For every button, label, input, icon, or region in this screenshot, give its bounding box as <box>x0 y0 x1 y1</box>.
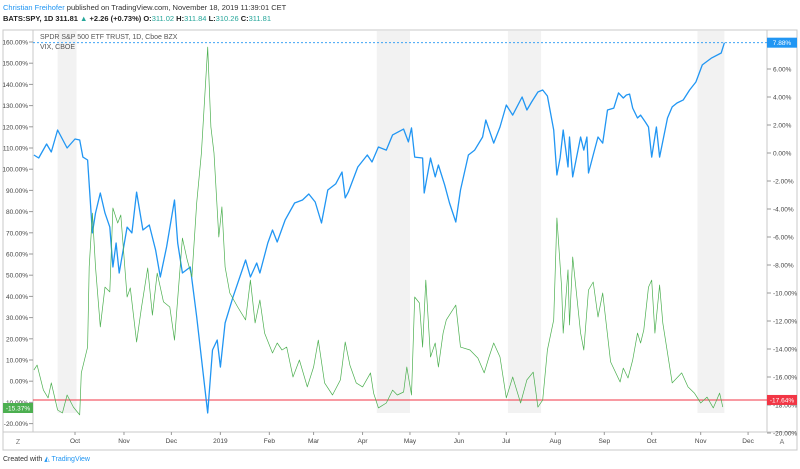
close-value: 311.81 <box>248 14 272 23</box>
chart-frame <box>2 29 798 451</box>
right-tick-label: 4.00% <box>773 95 792 102</box>
x-tick-label: Apr <box>357 438 368 445</box>
legend-vix[interactable]: VIX, CBOE <box>40 44 75 51</box>
close-label: C: <box>240 14 249 23</box>
right-tick-label: -16.00% <box>773 375 797 382</box>
tradingview-logo-icon: ◭ <box>44 456 50 463</box>
price-change: +2.26 (+0.73%) <box>89 14 142 23</box>
vix-last-label: -15.37% <box>6 406 30 413</box>
x-tick-label: Oct <box>70 438 80 445</box>
series-line-vix <box>33 46 724 416</box>
right-tick-label: -2.00% <box>773 179 794 186</box>
author-link[interactable]: Christian Freihofer <box>3 3 65 12</box>
x-tick-label: May <box>404 438 417 445</box>
zoom-reset-button[interactable]: Z <box>16 439 21 446</box>
low-value: 310.26 <box>215 14 239 23</box>
x-tick-label: Jun <box>454 438 465 445</box>
left-tick-label: 100.00% <box>2 167 28 174</box>
x-tick-label: Feb <box>264 438 276 445</box>
symbol: BATS:SPY, 1D <box>3 14 54 23</box>
last-price: 311.81 <box>55 14 78 23</box>
footer: Created with ◭ TradingView <box>3 455 90 463</box>
high-value: 311.84 <box>184 14 207 23</box>
created-with-text: Created with <box>3 456 43 463</box>
right-tick-label: -8.00% <box>773 263 794 270</box>
left-tick-label: 130.00% <box>2 103 28 110</box>
left-tick-label: 50.00% <box>6 273 28 280</box>
open-label: O: <box>143 14 152 23</box>
x-tick-label: 2019 <box>213 438 228 445</box>
left-tick-label: 90.00% <box>6 188 28 195</box>
x-tick-label: Oct <box>647 438 657 445</box>
x-tick-label: Nov <box>118 438 130 445</box>
x-tick-label: Jul <box>502 438 511 445</box>
low-label: L: <box>208 14 216 23</box>
right-tick-label: -20.00% <box>773 431 797 438</box>
up-arrow-icon: ▲ <box>80 14 88 23</box>
symbol-info: BATS:SPY, 1D 311.81 ▲ +2.26 (+0.73%) O:3… <box>3 14 271 23</box>
shaded-range <box>697 31 725 413</box>
x-tick-label: Sep <box>599 438 611 445</box>
x-tick-label: Mar <box>308 438 320 445</box>
x-tick-label: Aug <box>550 438 562 445</box>
auto-scale-button[interactable]: A <box>780 439 785 446</box>
right-tick-label: -4.00% <box>773 207 794 214</box>
left-tick-label: 140.00% <box>2 82 28 89</box>
shaded-range <box>57 31 77 413</box>
left-tick-label: 70.00% <box>6 230 28 237</box>
tradingview-link[interactable]: TradingView <box>51 456 90 463</box>
right-tick-label: 6.00% <box>773 67 792 74</box>
left-tick-label: 20.00% <box>6 336 28 343</box>
shaded-range <box>507 31 542 413</box>
left-tick-label: 110.00% <box>3 146 28 153</box>
right-tick-label: 2.00% <box>773 123 792 130</box>
right-tick-label: -18.00% <box>773 403 797 410</box>
publish-info: Christian Freihofer published on Trading… <box>3 3 286 12</box>
right-tick-label: -10.00% <box>773 291 797 298</box>
left-tick-label: -20.00% <box>4 421 28 428</box>
left-tick-label: 40.00% <box>6 294 28 301</box>
spy-last-label: 7.88% <box>773 40 792 47</box>
right-tick-label: -12.00% <box>773 319 797 326</box>
x-tick-label: Dec <box>166 438 178 445</box>
left-tick-label: 10.00% <box>6 358 28 365</box>
left-tick-label: 160.00% <box>2 40 28 47</box>
right-tick-label: -14.00% <box>773 347 797 354</box>
left-tick-label: 120.00% <box>2 124 28 131</box>
open-value: 311.02 <box>151 14 175 23</box>
x-tick-label: Dec <box>742 438 754 445</box>
left-tick-label: 150.00% <box>2 61 28 68</box>
left-tick-label: 0.00% <box>10 379 29 386</box>
spy-last-badge <box>767 37 797 48</box>
publish-text: published on TradingView.com, November 1… <box>66 3 287 12</box>
left-tick-label: 60.00% <box>6 252 28 259</box>
shaded-range <box>376 31 410 413</box>
high-label: H: <box>176 14 185 23</box>
left-tick-label: 80.00% <box>6 209 28 216</box>
x-tick-label: Nov <box>695 438 707 445</box>
right-tick-label: -6.00% <box>773 235 794 242</box>
legend-spy[interactable]: SPDR S&P 500 ETF TRUST, 1D, Cboe BZX <box>40 34 178 41</box>
ref-line-badge <box>767 394 797 405</box>
left-tick-label: 30.00% <box>6 315 28 322</box>
ref-line-label: -17.64% <box>770 397 794 404</box>
series-line-spy <box>33 42 726 414</box>
vix-last-badge <box>3 403 33 413</box>
right-tick-label: 0.00% <box>773 151 792 158</box>
